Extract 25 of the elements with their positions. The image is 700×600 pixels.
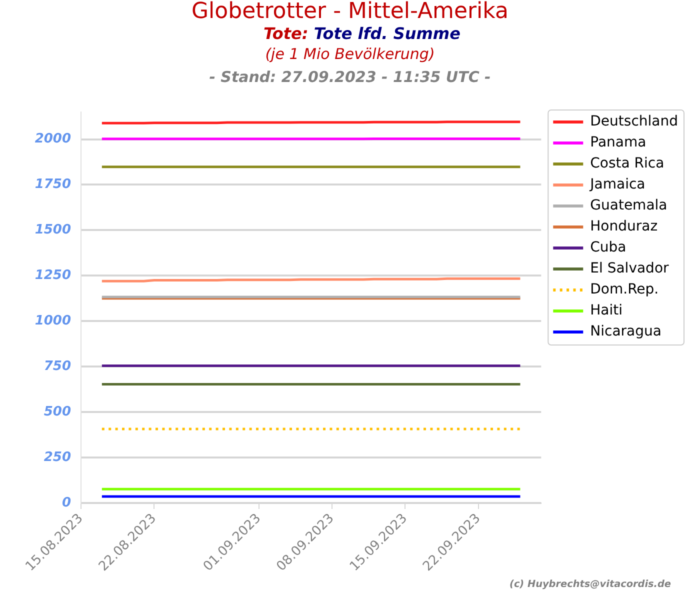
legend-label: Panama: [590, 134, 646, 151]
y-tick-label: 1500: [34, 222, 71, 238]
legend-label: Guatemala: [590, 198, 668, 214]
text: (je 1 Mio Bevölkerung): [265, 45, 435, 63]
legend-label: Haiti: [590, 302, 623, 319]
legend-label: Costa Rica: [590, 156, 664, 172]
y-tick-label: 500: [44, 404, 71, 420]
chart-title: Globetrotter - Mittel-Amerika: [192, 0, 508, 24]
legend-label: Deutschland: [590, 114, 678, 130]
y-tick-label: 1000: [34, 314, 71, 329]
y-tick-label: 2000: [34, 132, 71, 147]
text: (c) Huybrechts@vitacordis.de: [510, 579, 671, 591]
legend-label: Honduraz: [590, 218, 658, 235]
y-tick-label: 750: [44, 358, 71, 374]
legend-label: Nicaragua: [590, 324, 662, 340]
y-tick-label: 1750: [34, 177, 71, 192]
y-tick-label: 0: [62, 495, 71, 510]
chart-subtitle: Tote: Tote lfd. Summe: [264, 24, 460, 43]
legend-label: Jamaica: [589, 176, 646, 193]
y-tick-label: 1250: [34, 268, 71, 284]
y-tick-label: 250: [44, 450, 71, 465]
legend-label: Cuba: [590, 240, 626, 256]
text: - Stand: 27.09.2023 - 11:35 UTC -: [209, 68, 491, 86]
legend-label: Dom.Rep.: [590, 282, 659, 298]
legend-label: El Salvador: [590, 260, 670, 277]
